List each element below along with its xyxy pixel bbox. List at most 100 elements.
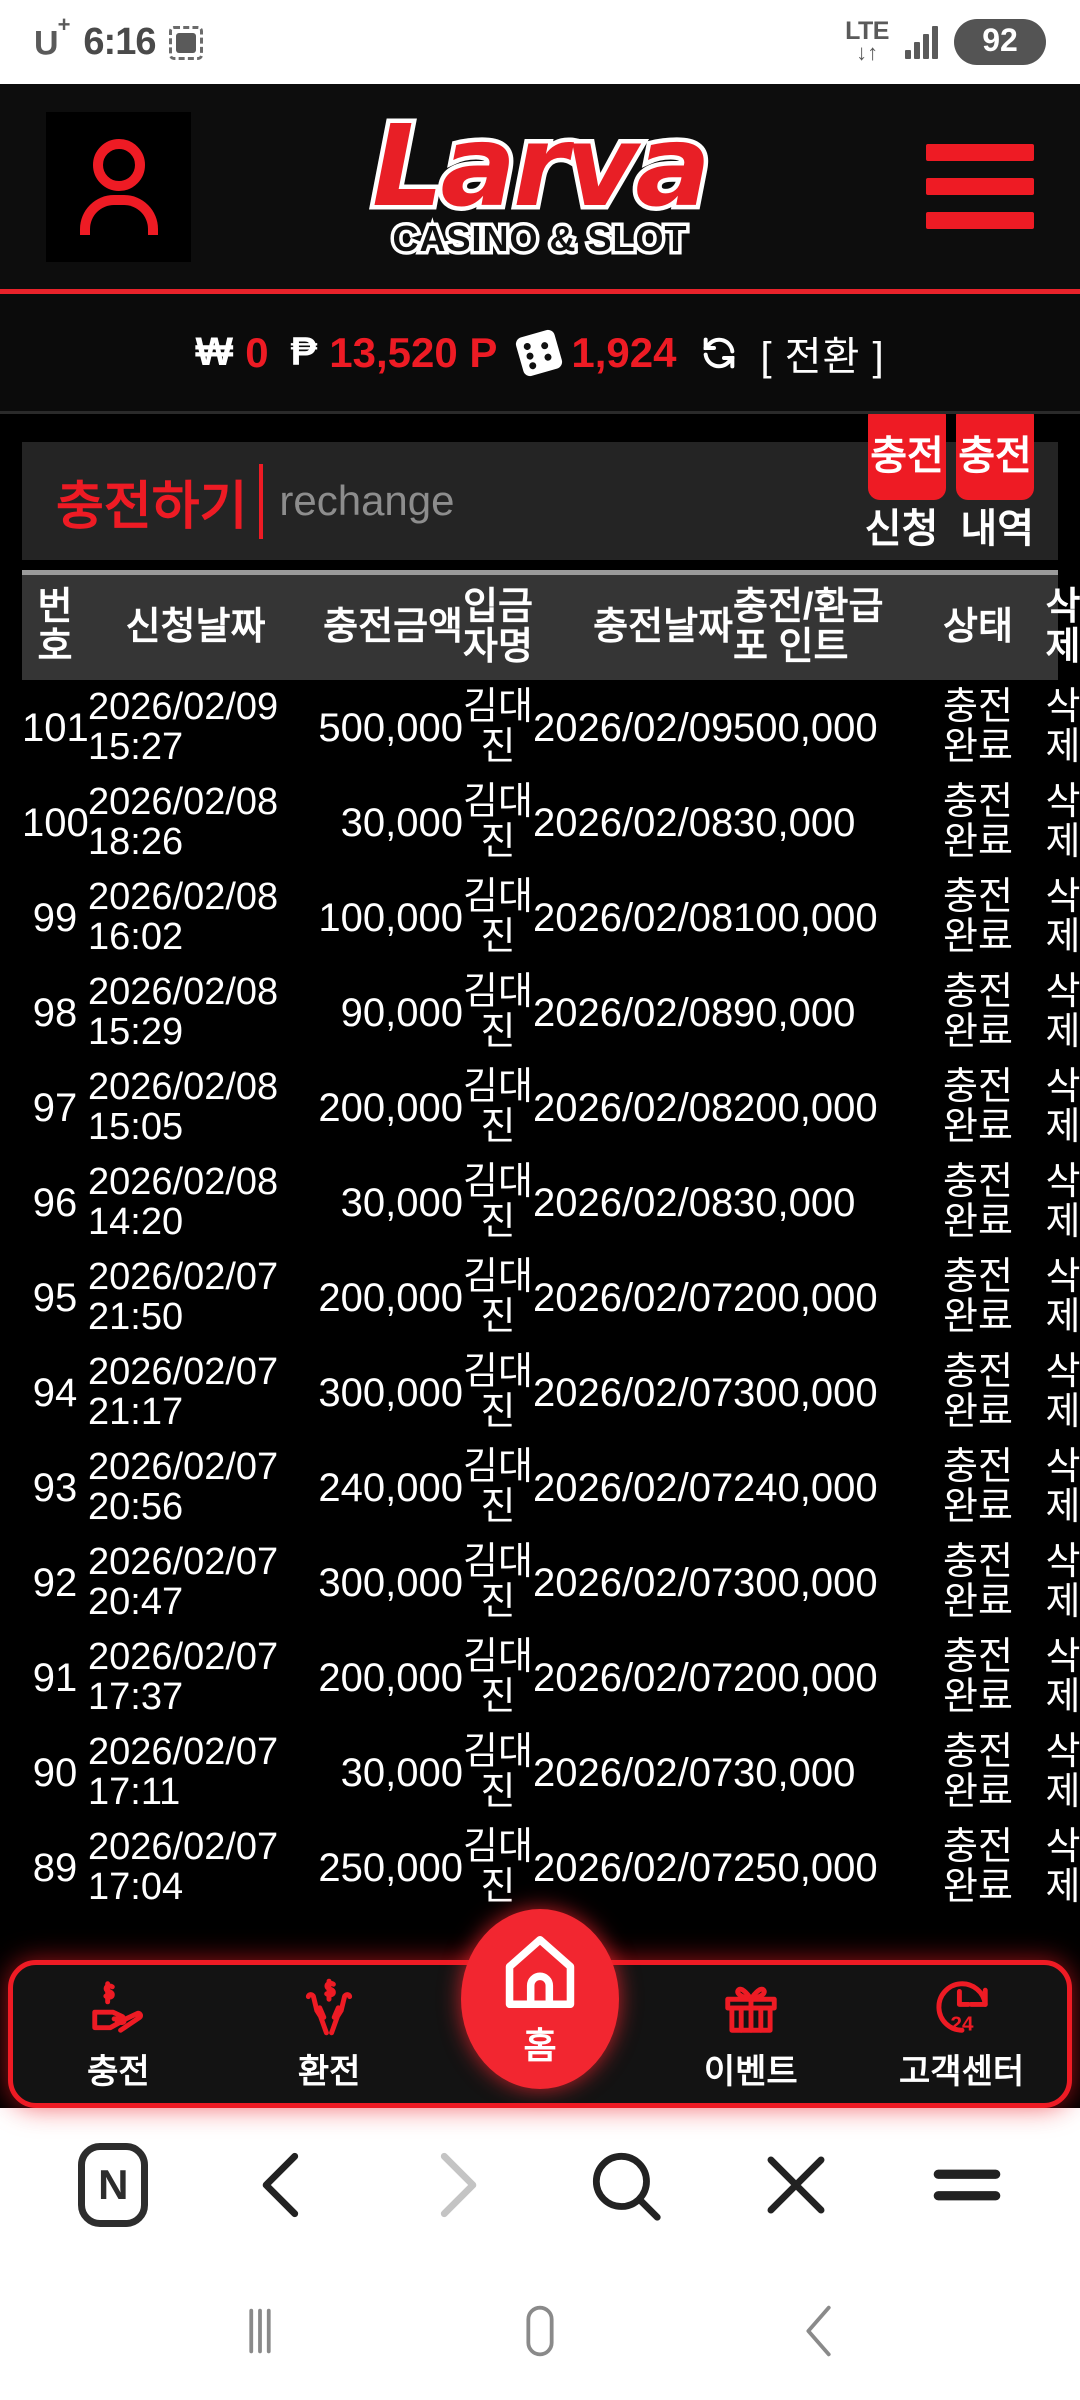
cell-no: 94 <box>32 1370 78 1415</box>
cell-amount: 90,000 <box>340 990 463 1035</box>
col-header-req-date: 신청날짜 <box>125 605 266 648</box>
cell-charge-date: 2026/02/08 <box>533 1085 734 1130</box>
recharge-table: 번 호 신청날짜 충전금액 입금 자명 충전날짜 충전/환급 포 인트 상태 삭… <box>22 570 1080 1915</box>
cell-depositor: 김대 진 <box>463 1065 533 1148</box>
site-logo[interactable]: Larva CASINO & SLOT <box>310 106 770 263</box>
table-row[interactable]: 100 2026/02/08 18:26 30,000 김대 진 2026/02/08 30,… <box>22 775 1080 870</box>
status-bar-left: U+ 6:16 <box>34 12 204 64</box>
cell-point: 300,000 <box>733 1560 878 1605</box>
recharge-history-button[interactable]: 충전 <box>956 414 1034 500</box>
carrier-label: U+ <box>34 12 70 63</box>
cell-charge-date: 2026/02/07 <box>533 1560 734 1605</box>
point-balance: ₱ 13,520 P <box>291 329 498 377</box>
cell-charge-date: 2026/02/07 <box>533 1655 734 1700</box>
naver-logo-icon[interactable]: N <box>70 2142 156 2228</box>
cell-amount: 200,000 <box>318 1275 463 1320</box>
cell-charge-date: 2026/02/07 <box>533 1465 734 1510</box>
recents-icon[interactable] <box>215 2296 305 2366</box>
table-row[interactable]: 90 2026/02/07 17:11 30,000 김대 진 2026/02/07 30,0… <box>22 1725 1080 1820</box>
status-badge: 충전 완료 <box>943 1825 1013 1908</box>
col-header-depositor: 입금 자명 <box>463 585 533 668</box>
back-icon[interactable] <box>241 2142 327 2228</box>
table-row[interactable]: 96 2026/02/08 14:20 30,000 김대 진 2026/02/08 30,0… <box>22 1155 1080 1250</box>
dice-balance: 1,924 <box>514 327 677 378</box>
table-row[interactable]: 93 2026/02/07 20:56 240,000 김대 진 2026/02/07 240… <box>22 1440 1080 1535</box>
cell-charge-date: 2026/02/08 <box>533 990 734 1035</box>
cell-no: 92 <box>32 1560 78 1605</box>
table-row[interactable]: 97 2026/02/08 15:05 200,000 김대 진 2026/02/08 200… <box>22 1060 1080 1155</box>
signal-bars-icon <box>905 25 938 59</box>
table-row[interactable]: 94 2026/02/07 21:17 300,000 김대 진 2026/02/07 300… <box>22 1345 1080 1440</box>
request-caption: 신청 <box>864 507 939 551</box>
refresh-icon[interactable] <box>699 333 739 373</box>
home-circle-icon[interactable] <box>495 2296 585 2366</box>
table-row[interactable]: 99 2026/02/08 16:02 100,000 김대 진 2026/02/08 100… <box>22 870 1080 965</box>
cell-point: 200,000 <box>733 1655 878 1700</box>
avatar[interactable] <box>46 111 191 262</box>
cell-amount: 30,000 <box>340 1180 463 1225</box>
won-symbol: ₩ <box>195 330 234 374</box>
recharge-request-button[interactable]: 충전 <box>868 414 946 500</box>
cell-req-date: 2026/02/07 21:50 <box>88 1255 279 1338</box>
nav-item-event[interactable]: 이벤트 <box>645 1976 856 2093</box>
col-header-point: 충전/환급 포 인트 <box>733 585 884 668</box>
nav-item-charge[interactable]: 충전 <box>13 1976 224 2093</box>
table-row[interactable]: 98 2026/02/08 15:29 90,000 김대 진 2026/02/08 90,0… <box>22 965 1080 1060</box>
table-row[interactable]: 95 2026/02/07 21:50 200,000 김대 진 2026/02/07 200… <box>22 1250 1080 1345</box>
col-header-delete: 삭 제 <box>1045 585 1080 668</box>
nav-label-event: 이벤트 <box>703 2052 798 2091</box>
cell-req-date: 2026/02/08 14:20 <box>88 1160 279 1243</box>
page-subtitle: rechange <box>279 477 455 524</box>
network-indicator: LTE ↓↑ <box>845 16 889 66</box>
cell-point: 300,000 <box>733 1370 878 1415</box>
table-row[interactable]: 101 2026/02/09 15:27 500,000 김대 진 2026/02/09 50… <box>22 680 1080 775</box>
cell-no: 99 <box>32 895 78 940</box>
back-chevron-icon[interactable] <box>775 2296 865 2366</box>
status-bar: U+ 6:16 LTE ↓↑ 92 <box>0 0 1080 84</box>
cell-amount: 200,000 <box>318 1085 463 1130</box>
table-row[interactable]: 91 2026/02/07 17:37 200,000 김대 진 2026/02/07 200… <box>22 1630 1080 1725</box>
cell-req-date: 2026/02/09 15:27 <box>88 685 279 768</box>
table-row[interactable]: 92 2026/02/07 20:47 300,000 김대 진 2026/02/07 300… <box>22 1535 1080 1630</box>
close-icon[interactable] <box>753 2142 839 2228</box>
section-button-captions: 신청 내역 <box>865 496 1034 554</box>
switch-button[interactable]: [ 전환 ] <box>760 334 885 379</box>
status-badge: 충전 완료 <box>943 1350 1013 1433</box>
table-row[interactable]: 89 2026/02/07 17:04 250,000 김대 진 2026/02/07 250… <box>22 1820 1080 1915</box>
site-header: Larva CASINO & SLOT <box>0 84 1080 294</box>
nav-item-home[interactable]: 홈 <box>461 1909 619 2089</box>
cell-req-date: 2026/02/07 21:17 <box>88 1350 279 1433</box>
hamburger-icon[interactable] <box>926 144 1034 229</box>
cell-point: 250,000 <box>733 1845 878 1890</box>
nav-item-exchange[interactable]: 환전 <box>224 1976 435 2093</box>
cell-amount: 30,000 <box>340 1750 463 1795</box>
cell-depositor: 김대 진 <box>463 1540 533 1623</box>
nav-label-home: 홈 <box>523 2025 557 2066</box>
cell-req-date: 2026/02/07 17:04 <box>88 1825 279 1908</box>
cell-no: 93 <box>32 1465 78 1510</box>
status-badge: 충전 완료 <box>943 970 1013 1053</box>
cell-amount: 250,000 <box>318 1845 463 1890</box>
cell-point: 30,000 <box>733 800 856 845</box>
cell-charge-date: 2026/02/09 <box>533 705 734 750</box>
search-icon[interactable] <box>582 2142 668 2228</box>
cell-no: 96 <box>32 1180 78 1225</box>
nav-item-support[interactable]: 24 고객센터 <box>856 1976 1067 2093</box>
cell-no: 91 <box>32 1655 78 1700</box>
menu-icon[interactable] <box>924 2142 1010 2228</box>
balance-bar: ₩ 0 ₱ 13,520 P 1,924 [ 전환 ] <box>0 294 1080 414</box>
section-buttons: 충전 충전 <box>868 414 1034 500</box>
